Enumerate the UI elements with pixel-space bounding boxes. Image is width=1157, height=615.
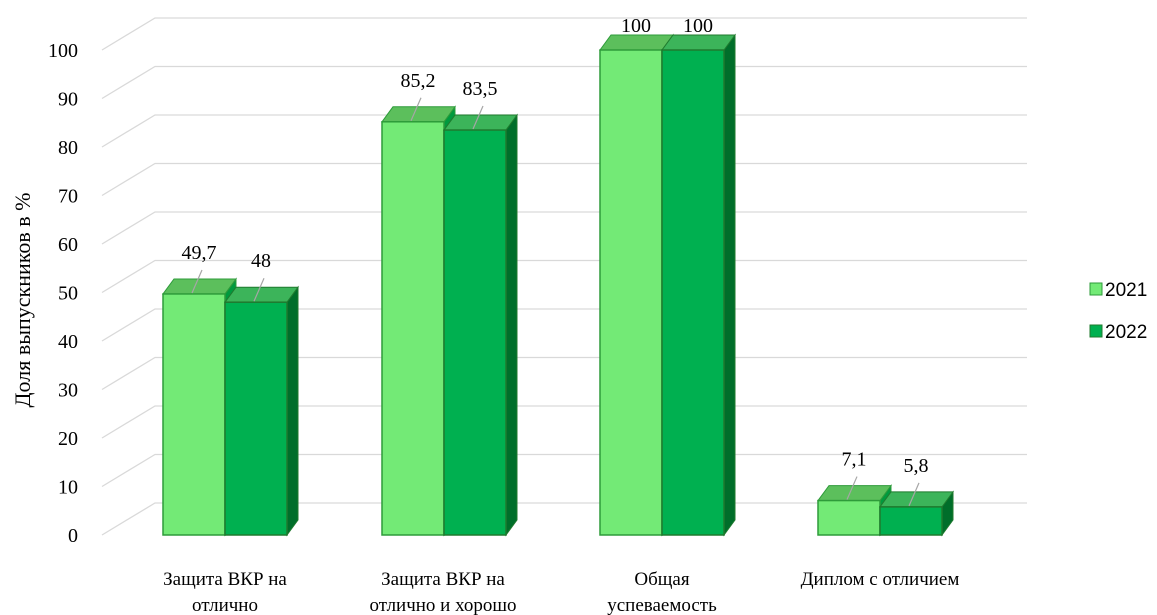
- legend-label: 2022: [1105, 322, 1147, 343]
- gridline: [101, 162, 1027, 197]
- bar-top: [224, 286, 299, 303]
- bar-front: [879, 506, 943, 536]
- bar-front: [661, 49, 725, 536]
- gridline: [101, 502, 1027, 536]
- y-tick-label: 50: [58, 283, 78, 305]
- y-tick-label: 90: [58, 89, 78, 111]
- gridline: [101, 405, 1027, 439]
- x-tick-label: Защита ВКР на: [163, 569, 287, 590]
- bar-front: [162, 293, 226, 536]
- data-label: 85,2: [401, 70, 436, 92]
- bar-top: [443, 114, 518, 131]
- data-label: 7,1: [842, 449, 867, 471]
- gridline: [101, 114, 1027, 148]
- bar-top: [162, 278, 237, 295]
- bar-front: [817, 499, 881, 536]
- bar-top: [599, 34, 674, 51]
- bar: [224, 285, 299, 537]
- bar-top: [661, 34, 736, 51]
- y-tick-label: 20: [58, 428, 78, 450]
- legend-label: 2021: [1105, 280, 1147, 301]
- bar: [443, 113, 518, 537]
- y-tick-label: 0: [68, 525, 78, 547]
- y-axis-label: Доля выпускников в %: [10, 193, 35, 408]
- leader-line: [253, 277, 265, 302]
- bar-top: [817, 485, 892, 502]
- data-label: 49,7: [182, 242, 217, 264]
- bar-top: [879, 491, 954, 508]
- y-tick-label: 30: [58, 380, 78, 402]
- data-label: 100: [621, 15, 651, 37]
- x-tick-label: Защита ВКР на: [381, 569, 505, 590]
- legend-swatch: [1089, 282, 1103, 296]
- bar-side: [723, 33, 736, 537]
- leader-line: [846, 476, 858, 500]
- bar-side: [505, 113, 518, 537]
- bar-front: [381, 121, 445, 536]
- data-label: 83,5: [463, 78, 498, 100]
- bar-front: [443, 129, 507, 536]
- y-tick-label: 100: [48, 40, 78, 62]
- y-tick-label: 80: [58, 137, 78, 159]
- gridline: [101, 65, 1027, 100]
- x-tick-label: Диплом с отличием: [801, 569, 960, 590]
- gridline: [101, 308, 1027, 342]
- leader-line: [908, 482, 920, 507]
- bar-side: [286, 285, 299, 537]
- x-tick-label: отлично и хорошо: [369, 595, 516, 615]
- data-label: 5,8: [904, 455, 929, 477]
- y-tick-label: 70: [58, 186, 78, 208]
- gridline: [101, 17, 1027, 51]
- bars: [162, 33, 954, 537]
- data-labels: 49,7 48 85,2 83,5 100 100 7,1 5,8: [182, 15, 929, 507]
- bar: [661, 33, 736, 537]
- x-axis-categories: Защита ВКР на отлично Защита ВКР на отлично…: [163, 569, 959, 615]
- gridlines: [101, 17, 1027, 536]
- legend: 2021 2022: [1089, 280, 1147, 343]
- gridline: [101, 259, 1027, 294]
- gridline: [101, 211, 1027, 245]
- x-tick-label: успеваемость: [607, 595, 717, 615]
- y-tick-label: 40: [58, 331, 78, 353]
- y-axis-ticks: 0 10 20 30 40 50 60 70 80 90 100: [48, 40, 78, 547]
- gridline: [101, 356, 1027, 391]
- data-label: 100: [683, 15, 713, 37]
- leader-line: [410, 97, 422, 122]
- legend-swatch: [1089, 324, 1103, 338]
- x-tick-label: Общая: [634, 569, 689, 590]
- data-label: 48: [251, 250, 271, 272]
- bar-top: [381, 106, 456, 123]
- y-tick-label: 60: [58, 234, 78, 256]
- bar: [879, 490, 954, 537]
- leader-line: [472, 105, 484, 130]
- bar-front: [599, 49, 663, 536]
- y-tick-label: 10: [58, 477, 78, 499]
- bar-front: [224, 301, 288, 536]
- leader-line: [191, 269, 203, 294]
- gridline: [101, 453, 1027, 488]
- x-tick-label: отлично: [192, 595, 258, 615]
